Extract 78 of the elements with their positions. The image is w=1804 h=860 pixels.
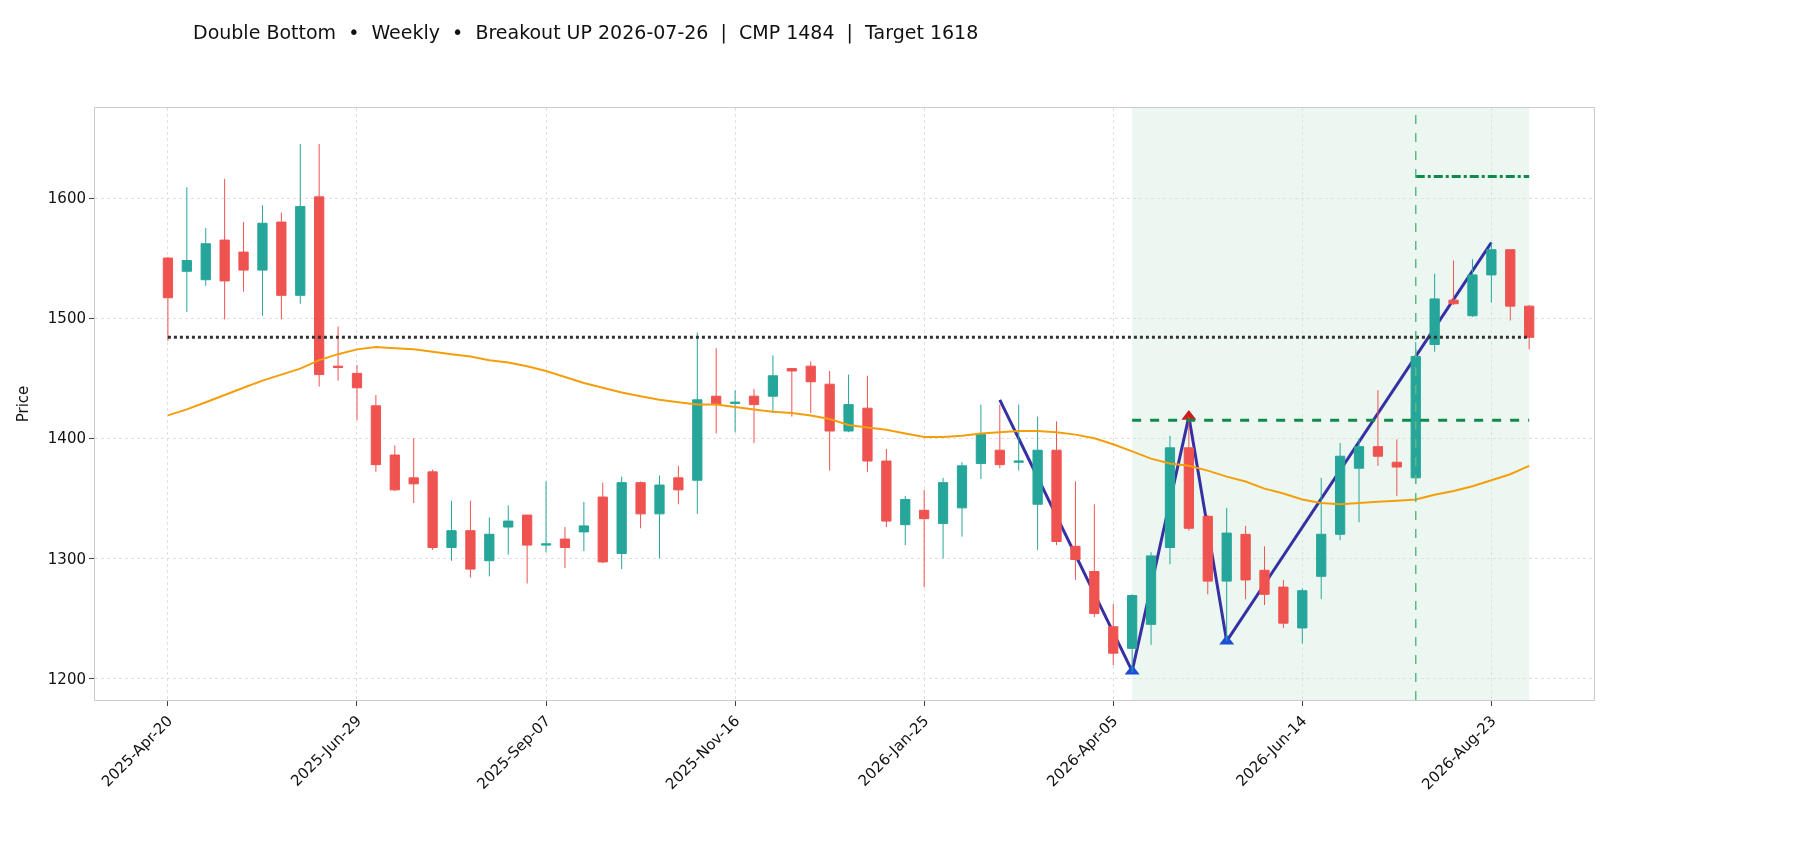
candlestick [1505, 249, 1516, 322]
candlestick [200, 227, 211, 287]
candlestick [1467, 258, 1478, 318]
candlestick [370, 394, 382, 473]
candlestick [408, 437, 419, 504]
candlestick [937, 477, 949, 559]
candlestick [975, 404, 987, 480]
candlestick [635, 480, 646, 529]
candlestick [465, 500, 476, 579]
candlestick [238, 221, 249, 293]
candlestick [1429, 273, 1440, 353]
candlestick [540, 480, 552, 553]
candlestick [1032, 416, 1043, 551]
y-tick-label: 1500 [47, 309, 86, 328]
candlestick [427, 468, 438, 551]
candlestick [786, 368, 797, 418]
candlestick [597, 482, 608, 564]
y-tick-label: 1300 [47, 549, 86, 568]
candlestick [1316, 477, 1327, 600]
candlestick [1278, 579, 1289, 629]
candlestick [881, 448, 892, 528]
candlestick [1486, 241, 1497, 304]
y-tick-label: 1400 [47, 429, 86, 448]
candlestick [1353, 437, 1365, 523]
candlestick [1334, 442, 1346, 541]
candlestick [748, 388, 760, 444]
candlestick [257, 204, 268, 317]
candlestick [862, 375, 873, 473]
candlestick [994, 404, 1005, 469]
candlestick [1089, 503, 1100, 618]
candlestick [616, 476, 627, 570]
candlestick [1183, 416, 1194, 532]
candlestick [332, 326, 344, 382]
candlestick [919, 489, 930, 588]
candlestick [1070, 480, 1081, 581]
candlestick [446, 500, 457, 562]
candlestick [276, 211, 287, 320]
candlestick [711, 347, 722, 434]
candlestick [503, 504, 514, 556]
candlestick [389, 444, 400, 492]
candlestick [162, 256, 174, 342]
candlestick [522, 514, 533, 585]
candlestick [1013, 404, 1024, 472]
candlestick [956, 461, 968, 538]
candlestick [1108, 603, 1119, 666]
candlestick [654, 474, 665, 559]
candlestick [1391, 438, 1402, 497]
candlestick [824, 370, 835, 472]
candlestick [1297, 587, 1308, 645]
candlestick [1240, 525, 1251, 600]
y-axis-title: Price [14, 385, 33, 423]
candlestick [181, 186, 192, 313]
candlestick [559, 526, 571, 569]
y-tick-label: 1200 [47, 669, 86, 688]
candlestick [900, 495, 911, 546]
candlestick [1164, 435, 1176, 565]
candlestick [843, 374, 854, 433]
candlestick [1145, 551, 1157, 646]
candlestick [351, 364, 363, 421]
candlestick [219, 178, 230, 320]
y-tick-label: 1600 [47, 189, 86, 208]
candlestick [484, 516, 495, 577]
candlestick [578, 501, 589, 552]
candlestick [673, 465, 684, 505]
chart-title: Double Bottom • Weekly • Breakout UP 2026-07-26 | CMP 1484 | Target 1618 [193, 21, 979, 45]
candlestick [1259, 545, 1270, 606]
candlestick [1051, 420, 1062, 546]
candlestick [1372, 389, 1384, 467]
candlestick [295, 143, 306, 305]
candlestick [692, 332, 703, 515]
candlestick [1524, 304, 1535, 350]
candlestick [729, 389, 741, 433]
candlestick [1202, 514, 1213, 595]
candlestick [1448, 260, 1459, 306]
candlestick [314, 143, 325, 388]
line-series [166, 345, 1531, 506]
candlestick [805, 360, 816, 414]
candlestick [767, 354, 779, 414]
